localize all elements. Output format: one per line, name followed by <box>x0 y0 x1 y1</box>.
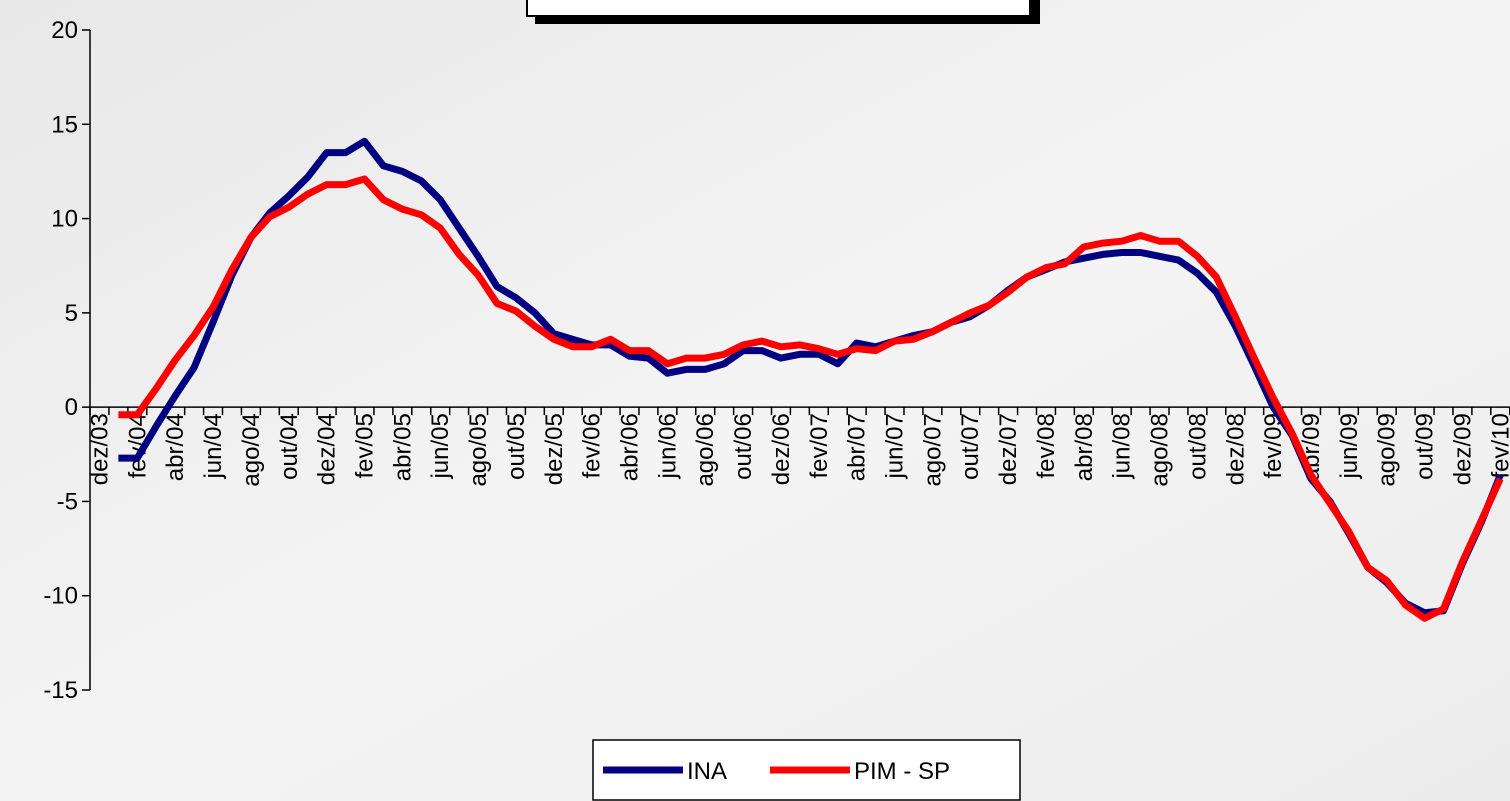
x-tick-label: fev/07 <box>806 413 833 478</box>
y-tick-label: 0 <box>65 394 78 421</box>
x-tick-label: jun/06 <box>654 413 681 479</box>
y-tick-label: 15 <box>51 111 78 138</box>
x-tick-label: jun/04 <box>200 413 227 479</box>
x-tick-label: dez/07 <box>995 413 1022 485</box>
x-tick-label: out/07 <box>957 413 984 480</box>
series-line <box>118 137 1504 617</box>
x-tick-label: dez/03 <box>86 413 113 485</box>
series-line <box>118 175 1504 622</box>
x-tick-label: ago/08 <box>1147 413 1174 486</box>
y-tick-label: -10 <box>43 583 78 610</box>
x-tick-label: ago/04 <box>238 413 265 486</box>
x-tick-label: abr/08 <box>1071 413 1098 481</box>
x-tick-label: fev/06 <box>579 413 606 478</box>
y-tick-label: -5 <box>57 488 78 515</box>
x-tick-label: out/09 <box>1412 413 1439 480</box>
x-tick-label: ago/06 <box>692 413 719 486</box>
x-tick-label: jun/07 <box>882 413 909 479</box>
x-tick-label: fev/10 <box>1487 413 1510 478</box>
legend-label: INA <box>687 758 727 785</box>
x-tick-label: ago/07 <box>919 413 946 486</box>
x-tick-label: jun/05 <box>427 413 454 479</box>
x-tick-label: dez/04 <box>314 413 341 485</box>
x-tick-label: out/05 <box>503 413 530 480</box>
x-tick-label: fev/08 <box>1033 413 1060 478</box>
x-tick-label: jun/09 <box>1336 413 1363 479</box>
y-tick-label: 20 <box>51 17 78 44</box>
x-tick-label: abr/06 <box>617 413 644 481</box>
x-tick-label: jun/08 <box>1109 413 1136 479</box>
x-tick-label: abr/05 <box>389 413 416 481</box>
legend: INA PIM - SP <box>592 739 1021 801</box>
x-tick-label: dez/09 <box>1449 413 1476 485</box>
x-tick-label: abr/07 <box>844 413 871 481</box>
x-tick-label: out/04 <box>276 413 303 480</box>
x-tick-label: fev/05 <box>351 413 378 478</box>
title-box <box>526 0 1031 17</box>
y-tick-label: 5 <box>65 300 78 327</box>
x-tick-label: abr/04 <box>162 413 189 481</box>
x-tick-label: dez/05 <box>541 413 568 485</box>
x-tick-label: dez/06 <box>768 413 795 485</box>
y-tick-label: -15 <box>43 677 78 704</box>
legend-label: PIM - SP <box>854 758 950 785</box>
x-tick-label: out/08 <box>1184 413 1211 480</box>
y-tick-label: 10 <box>51 206 78 233</box>
x-tick-label: ago/05 <box>465 413 492 486</box>
x-tick-label: out/06 <box>730 413 757 480</box>
x-tick-label: ago/09 <box>1374 413 1401 486</box>
x-tick-label: dez/08 <box>1222 413 1249 485</box>
